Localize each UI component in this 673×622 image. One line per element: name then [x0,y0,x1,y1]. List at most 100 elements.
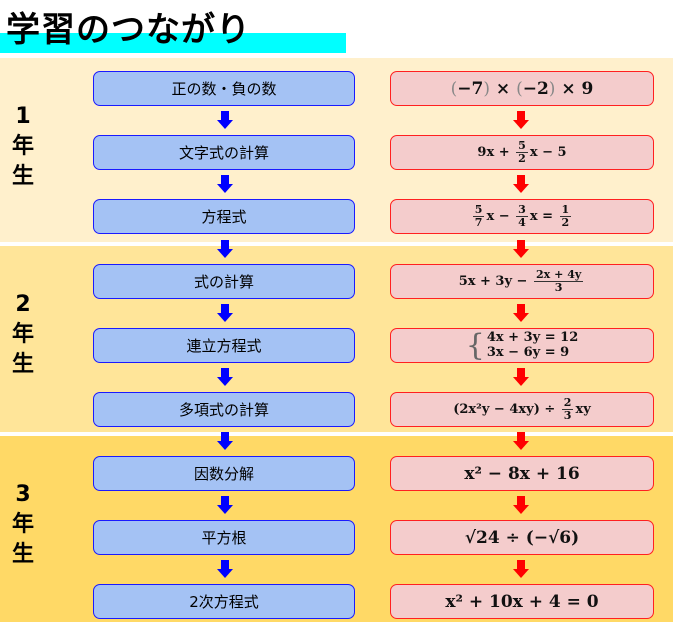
math-text: √24 ÷ (−√6) [464,527,580,548]
topic-label: 方程式 [201,208,247,226]
numerator: 3 [516,203,528,217]
arrow-stem [221,111,229,120]
grade-number: 1 [15,104,31,129]
arrow-stem [517,304,525,313]
topic-down-arrow-icon [217,111,233,129]
math-text: x² − 8x + 16 [464,463,580,484]
denominator: 2 [561,216,570,229]
math-text: 9x + [477,145,515,160]
topic-box[interactable]: 2次方程式 [93,584,355,619]
example-box[interactable]: {4x + 3y = 12 3x − 6y = 9 [390,328,654,363]
grade-sei: 生 [11,352,34,377]
numerator: 5 [516,139,528,153]
numerator: 1 [559,203,572,217]
math-text: x − 5 [529,145,567,160]
example-down-arrow-icon [513,175,529,193]
math-text: xy [575,402,591,417]
arrow-stem [517,432,525,441]
math-text: ( [450,78,458,99]
example-down-arrow-icon [513,304,529,322]
topic-box[interactable]: 正の数・負の数 [93,71,355,106]
topic-box[interactable]: 連立方程式 [93,328,355,363]
grade-nen: 年 [11,322,34,347]
math-text: ) [548,78,556,99]
example-box[interactable]: 5x + 3y − 2x + 4y 3 [390,264,654,299]
denominator: 2 [518,152,526,165]
arrow-head [513,120,529,129]
arrow-head [217,248,233,258]
arrow-stem [221,432,229,441]
example-down-arrow-icon [513,432,529,450]
denominator: 3 [563,409,572,422]
grade-label-1: 1 年生 [10,102,36,192]
denominator: 7 [474,216,483,229]
topic-label: 2次方程式 [189,593,259,611]
example-box[interactable]: (2x²y − 4xy) ÷ 2 3 xy [390,392,654,427]
example-box[interactable]: √24 ÷ (−√6) [390,520,654,555]
equation: 4x + 3y = 12 [486,329,579,345]
arrow-head [513,441,529,450]
arrow-head [513,569,529,578]
topic-label: 多項式の計算 [178,401,269,419]
grade-label-2: 2 年生 [10,290,36,380]
arrow-head [217,569,233,578]
arrow-head [217,505,233,514]
arrow-head [217,441,233,450]
topic-down-arrow-icon [217,304,233,322]
numerator: 5 [472,203,485,217]
example-box[interactable]: x² + 10x + 4 = 0 [390,584,654,619]
arrow-stem [517,496,525,505]
denominator: 4 [518,216,526,229]
topic-box[interactable]: 式の計算 [93,264,355,299]
arrow-head [217,377,233,386]
topic-label: 平方根 [201,529,247,547]
arrow-head [513,505,529,514]
arrow-head [513,313,529,322]
arrow-stem [221,239,229,249]
topic-down-arrow-icon [217,496,233,514]
arrow-stem [517,239,525,249]
math-text: −2 [522,78,549,99]
arrow-stem [221,368,229,377]
topic-down-arrow-icon [217,560,233,578]
example-down-arrow-icon [513,560,529,578]
example-down-arrow-icon [513,239,529,258]
arrow-stem [517,175,525,184]
math-text: ( [516,78,523,99]
arrow-head [217,313,233,322]
topic-box[interactable]: 文字式の計算 [93,135,355,170]
topic-down-arrow-icon [217,175,233,193]
arrow-stem [221,560,229,569]
grade-sei: 生 [11,542,34,567]
topic-label: 式の計算 [193,273,254,291]
example-down-arrow-icon [513,111,529,129]
arrow-stem [221,175,229,184]
arrow-head [513,248,529,258]
title-highlight [0,33,346,53]
topic-label: 因数分解 [193,465,254,483]
math-text: × 9 [555,78,594,99]
example-box[interactable]: (−7) × (−2) × 9 [390,71,654,106]
math-text: −7 [457,78,484,99]
math-text: x − [486,209,515,224]
topic-box[interactable]: 多項式の計算 [93,392,355,427]
topic-down-arrow-icon [217,239,233,258]
topic-label: 正の数・負の数 [171,80,277,98]
arrow-stem [221,496,229,505]
arrow-head [513,377,529,386]
arrow-stem [221,304,229,313]
example-down-arrow-icon [513,368,529,386]
topic-box[interactable]: 平方根 [93,520,355,555]
page-title: 学習のつながり [6,10,251,50]
math-text: (2x²y − 4xy) ÷ [453,402,560,417]
topic-box[interactable]: 方程式 [93,199,355,234]
example-box[interactable]: x² − 8x + 16 [390,456,654,491]
topic-box[interactable]: 因数分解 [93,456,355,491]
topic-label: 文字式の計算 [178,144,269,162]
equation-system: {4x + 3y = 12 3x − 6y = 9 [466,329,579,361]
